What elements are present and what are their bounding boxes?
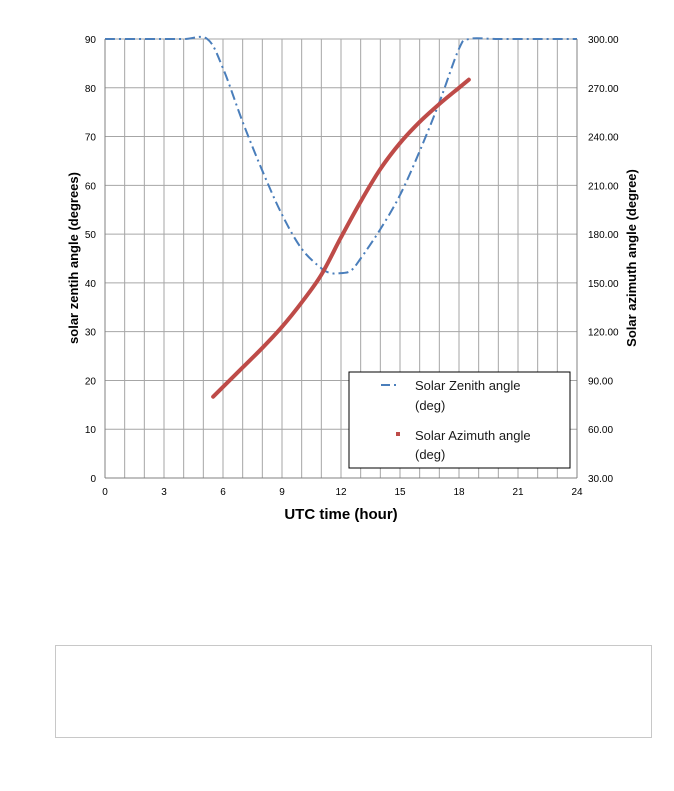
legend: Solar Zenith angle (deg) Solar Azimuth a… [349,372,570,468]
y-left-tick-label: 60 [85,181,97,192]
y-left-tick-label: 0 [90,474,96,485]
x-tick-label: 24 [571,487,583,498]
x-tick-label: 21 [512,487,524,498]
legend-azimuth-marker [396,432,400,436]
y-left-tick-label: 70 [85,133,97,144]
x-axis-title: UTC time (hour) [284,506,397,523]
legend-zenith-label: Solar Zenith angle [415,378,521,393]
legend-zenith-label-unit: (deg) [415,398,445,413]
y-axis-right-title: Solar azimuth angle (degree) [624,169,639,347]
y-left-tick-label: 10 [85,425,97,436]
x-tick-label: 9 [279,487,285,498]
y-right-tick-label: 150.00 [588,279,619,290]
y-right-tick-label: 210.00 [588,181,619,192]
y-right-tick-label: 60.00 [588,425,613,436]
x-tick-label: 3 [161,487,167,498]
y-right-tick-label: 30.00 [588,474,613,485]
y-right-tick-label: 270.00 [588,84,619,95]
legend-azimuth-label: Solar Azimuth angle [415,428,531,443]
x-tick-label: 15 [394,487,406,498]
y-axis-left-title: solar zentih angle (degrees) [66,172,81,344]
y-right-tick-label: 90.00 [588,376,613,387]
y-right-tick-label: 300.00 [588,35,619,46]
y-left-tick-label: 20 [85,376,97,387]
y-left-tick-label: 40 [85,279,97,290]
x-tick-label: 0 [102,487,108,498]
x-tick-label: 6 [220,487,226,498]
y-right-tick-label: 120.00 [588,328,619,339]
legend-azimuth-label-unit: (deg) [415,447,445,462]
y-right-tick-label: 180.00 [588,230,619,241]
y-left-tick-label: 80 [85,84,97,95]
x-tick-label: 18 [453,487,465,498]
y-left-tick-label: 90 [85,35,97,46]
y-right-tick-label: 240.00 [588,133,619,144]
y-left-tick-label: 50 [85,230,97,241]
empty-text-box [55,645,652,738]
y-left-tick-label: 30 [85,328,97,339]
x-tick-label: 12 [335,487,347,498]
